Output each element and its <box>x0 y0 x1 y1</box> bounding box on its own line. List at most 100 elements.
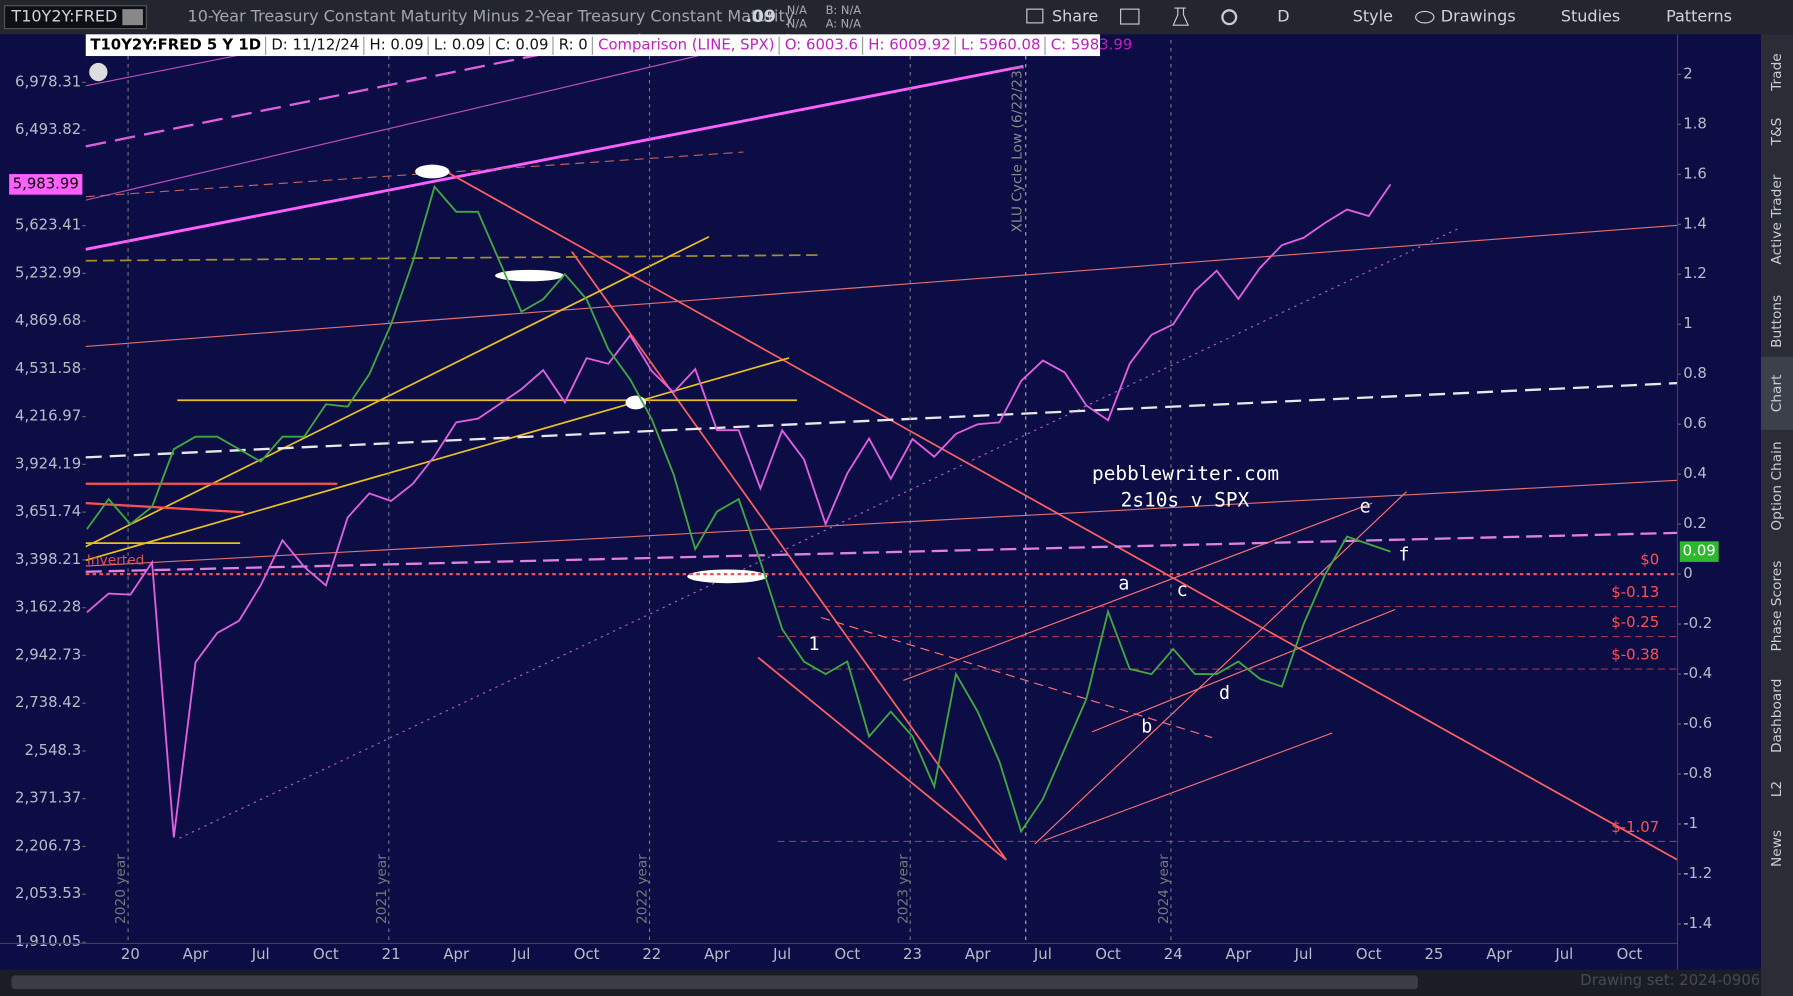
bid: B: N/A <box>826 3 862 17</box>
y2-tick-label: 1.8 <box>1683 114 1707 132</box>
ask: A: N/A <box>826 17 861 31</box>
y2-tick-label: 1.2 <box>1683 264 1707 282</box>
y2-tick-label: 1.4 <box>1683 214 1707 232</box>
y-tick-label: 6,978.31 <box>15 72 81 90</box>
y-tick-label: 5,623.41 <box>15 216 81 234</box>
alert-icon[interactable] <box>89 62 108 82</box>
price-tag-label: 0.09 <box>1683 542 1716 560</box>
x-tick-label: 21 <box>382 945 401 963</box>
trendline <box>85 254 824 262</box>
trendline <box>85 64 1024 251</box>
side-tab[interactable]: L2 <box>1769 781 1785 797</box>
side-tab[interactable]: T&S <box>1769 118 1785 147</box>
legend-item: L: 0.09 <box>434 36 485 54</box>
trendline <box>820 616 1213 739</box>
style-button[interactable]: Style <box>1353 7 1393 26</box>
side-tab[interactable]: Dashboard <box>1769 679 1785 753</box>
price-tag-label: 5,983.99 <box>13 174 79 192</box>
layout-icon[interactable] <box>1120 8 1140 25</box>
y2-tick-label: -0.4 <box>1683 664 1712 682</box>
level-label: $-0.38 <box>1611 645 1659 663</box>
symbol[interactable]: T10Y2Y:FRED <box>10 7 117 26</box>
x-tick-label: 20 <box>121 945 140 963</box>
plot: 1,910.05 2,053.53 2,206.73 2,371.37 2,548.3 2… <box>0 34 1719 970</box>
legend-item: Comparison (LINE, SPX) <box>598 36 774 54</box>
trendline <box>85 531 1678 573</box>
y-tick-label: 2,371.37 <box>15 789 81 807</box>
x-tick-label: Apr <box>965 945 992 963</box>
trendline <box>1091 608 1396 733</box>
trendline <box>179 228 1459 839</box>
y2-tick-label: 0.8 <box>1683 364 1707 382</box>
share-icon[interactable] <box>1026 8 1044 24</box>
side-tab[interactable]: News <box>1769 830 1785 867</box>
x-tick-label: 24 <box>1164 945 1183 963</box>
side-tab[interactable]: Buttons <box>1769 295 1785 348</box>
x-tick-label: Jul <box>1554 945 1573 963</box>
trendline <box>1043 732 1333 842</box>
settings-icon[interactable] <box>1221 9 1238 26</box>
side-tab[interactable]: Chart <box>1769 374 1785 412</box>
y2-tick-label: 0.4 <box>1683 464 1707 482</box>
x-tick-label: Apr <box>1486 945 1513 963</box>
side-tab[interactable]: Option Chain <box>1769 441 1785 530</box>
year-label: 2023 year <box>895 854 911 924</box>
x-tick-label: Oct <box>834 945 860 963</box>
y2-tick-label: 0 <box>1683 564 1692 582</box>
y-tick-label: 4,869.68 <box>15 311 81 329</box>
trendline <box>757 656 1007 861</box>
drawings-button[interactable]: Drawings <box>1441 7 1516 26</box>
share-button[interactable]: Share <box>1052 7 1098 26</box>
trendline <box>85 381 1678 459</box>
legend-item: L: 5960.08 <box>961 36 1040 54</box>
y-tick-label: 2,053.53 <box>15 884 81 902</box>
studies-icon[interactable] <box>1172 7 1189 26</box>
side-tab[interactable]: Active Trader <box>1769 174 1785 264</box>
legend-item: T10Y2Y:FRED 5 Y 1D <box>90 36 261 54</box>
patterns-button[interactable]: Patterns <box>1666 7 1732 26</box>
level-label: $-0.25 <box>1611 613 1659 631</box>
y-tick-label: 3,398.21 <box>15 550 81 568</box>
y-tick-label: 2,548.3 <box>24 741 81 759</box>
last-price: .09 <box>746 7 776 27</box>
symbol-box[interactable] <box>4 5 147 30</box>
x-tick-label: Oct <box>1095 945 1121 963</box>
active-tab <box>1760 356 1793 430</box>
description: 10-Year Treasury Constant Maturity Minus… <box>188 7 795 26</box>
marker <box>495 269 564 282</box>
inverted-label: Inverted <box>87 552 144 568</box>
legend-item: H: 6009.92 <box>868 36 950 54</box>
year-label: 2020 year <box>113 854 129 924</box>
trendline <box>1034 491 1407 845</box>
y-tick-label: 2,738.42 <box>15 693 81 711</box>
wave-label: 1 <box>808 634 819 655</box>
legend-item: C: 5983.99 <box>1051 36 1133 54</box>
y2-tick-label: -0.8 <box>1683 764 1712 782</box>
side-tab[interactable]: Trade <box>1769 53 1785 92</box>
legend: T10Y2Y:FRED 5 Y 1D D: 11/12/24 H: 0.09 L: 0… <box>85 34 1133 57</box>
price-tag <box>9 174 83 195</box>
x-tick-label: Oct <box>574 945 600 963</box>
studies-button[interactable]: Studies <box>1561 7 1620 26</box>
trendline <box>85 479 1678 567</box>
scroll-thumb[interactable] <box>11 975 1418 990</box>
y-tick-label: 4,531.58 <box>15 359 81 377</box>
x-tick-label: Oct <box>1356 945 1382 963</box>
net-change: N/A <box>787 3 807 17</box>
trendline <box>903 502 1373 681</box>
drawings <box>85 33 1678 944</box>
y2-tick-label: 1.6 <box>1683 164 1707 182</box>
period-button[interactable]: D <box>1277 7 1289 26</box>
pct-change: N/A <box>787 17 807 31</box>
drawings-icon[interactable] <box>1415 10 1435 24</box>
symbol-dropdown[interactable] <box>122 9 143 26</box>
y2-tick-label: -1 <box>1683 814 1698 832</box>
y-tick-label: 2,942.73 <box>15 645 81 663</box>
trendline <box>85 224 1678 348</box>
year-label: 2022 year <box>635 854 651 924</box>
site-label: pebblewriter.com <box>1092 462 1279 485</box>
year-label: 2024 year <box>1156 854 1172 924</box>
wave-label: e <box>1360 497 1371 518</box>
side-tab[interactable]: Phase Scores <box>1769 561 1785 652</box>
